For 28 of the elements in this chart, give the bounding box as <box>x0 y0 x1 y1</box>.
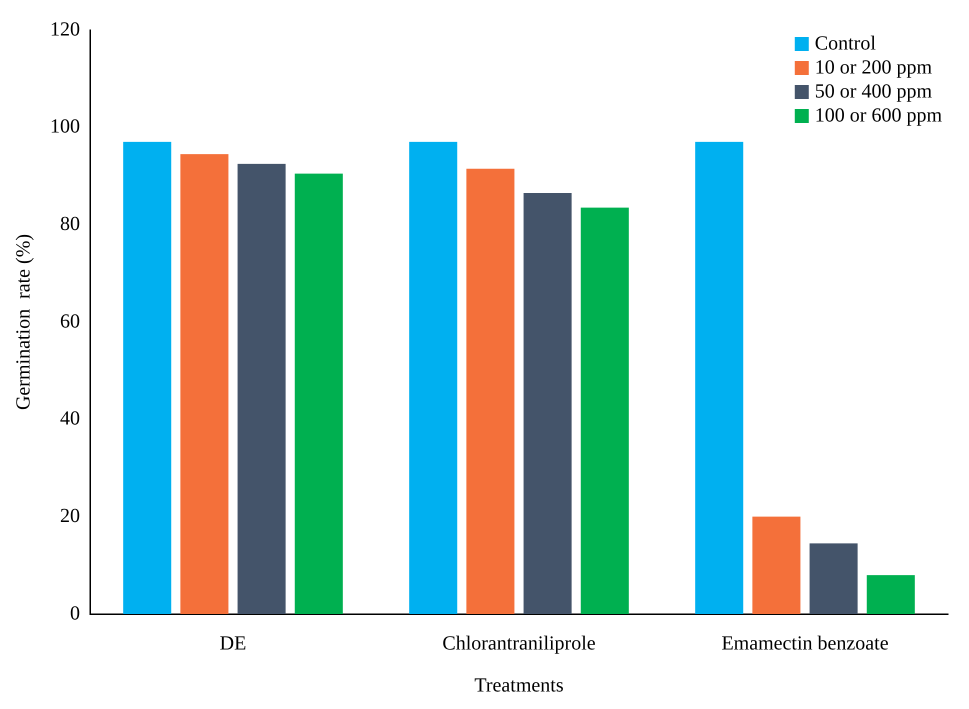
x-tick-label: Chlorantraniliprole <box>442 632 596 654</box>
y-tick-label: 120 <box>50 18 80 40</box>
bar <box>294 174 343 614</box>
x-axis-title: Treatments <box>474 674 564 696</box>
bar <box>238 164 286 614</box>
y-tick-label: 60 <box>60 310 80 332</box>
y-tick-label: 20 <box>60 504 80 527</box>
y-tick-label: 80 <box>60 212 80 235</box>
bar <box>123 142 172 614</box>
y-tick-label: 40 <box>60 408 80 430</box>
y-tick-label: 0 <box>70 602 80 624</box>
bar <box>524 193 572 614</box>
x-tick-label: Emamectin benzoate <box>721 632 889 654</box>
legend-label: Control <box>814 32 876 54</box>
bar <box>752 516 800 614</box>
bar <box>409 142 458 614</box>
bar <box>866 575 915 614</box>
bar <box>810 543 858 614</box>
bar <box>695 142 744 614</box>
y-axis-title: Germination rate (%) <box>12 234 34 410</box>
bar <box>180 154 228 614</box>
legend-label: 10 or 200 ppm <box>814 56 932 78</box>
y-tick-label: 100 <box>50 116 80 138</box>
x-tick-label: DE <box>220 632 246 654</box>
bar <box>466 168 514 614</box>
legend-label: 100 or 600 ppm <box>814 104 942 126</box>
legend-label: 50 or 400 ppm <box>814 80 932 102</box>
bar <box>580 208 629 614</box>
